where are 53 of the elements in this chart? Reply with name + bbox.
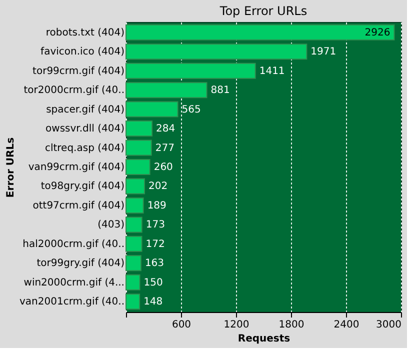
data-label: 260 (154, 162, 173, 173)
bar (126, 274, 140, 290)
bar (126, 101, 178, 118)
data-label: 1411 (259, 66, 285, 77)
bar (126, 159, 150, 175)
y-tick-label: spacer.gif (404) (46, 104, 125, 116)
y-tick-label: cltreq.asp (404) (44, 142, 125, 154)
bar (126, 197, 144, 214)
y-tick-label: tor99gry.gif (404) (36, 258, 125, 270)
data-label: 202 (148, 181, 168, 192)
bar (126, 62, 256, 79)
data-label: 881 (210, 85, 230, 96)
y-tick-label: tor2000crm.gif (40.. (24, 85, 124, 96)
data-label: 565 (182, 104, 201, 116)
y-tick-label: robots.txt (404) (46, 27, 125, 38)
data-label: 277 (155, 142, 174, 154)
y-tick-label: tor99crm.gif (404) (32, 66, 125, 77)
y-axis-title: Error URLs (6, 137, 17, 198)
data-label: 148 (144, 296, 163, 308)
y-tick-label: van2001crm.gif (40.. (20, 296, 124, 308)
data-label: 2926 (364, 27, 390, 38)
data-label: 163 (144, 258, 164, 270)
y-tick-label: favicon.ico (404) (40, 46, 125, 58)
y-tick-label: to98gry.gif (404) (40, 181, 125, 192)
bar (126, 44, 308, 60)
data-label: 150 (144, 277, 163, 288)
x-tick-label: 600 (172, 320, 192, 330)
y-tick-label: ott97crm.gif (404) (32, 200, 125, 212)
bar (126, 24, 395, 40)
x-tick-label: 3000 (376, 320, 402, 330)
y-tick-label: hal2000crm.gif (40.. (22, 238, 124, 250)
bar (126, 140, 152, 156)
data-label: 172 (146, 238, 165, 250)
y-tick-label: win2000crm.gif (4... (24, 277, 124, 288)
data-label: 189 (147, 200, 166, 212)
x-tick-label: 1200 (224, 320, 250, 330)
bar (126, 82, 208, 98)
x-tick-label: 2400 (334, 320, 360, 330)
bar (126, 216, 142, 233)
x-tick-label: 1800 (278, 320, 304, 330)
data-label: 173 (146, 220, 165, 231)
bar (126, 120, 153, 137)
bar (126, 294, 140, 310)
data-label: 284 (156, 124, 176, 135)
x-axis-title: Requests (238, 334, 290, 344)
y-tick-label: van99crm.gif (404) (28, 162, 125, 173)
y-tick-label: owssvr.dll (404) (46, 124, 125, 135)
y-tick-label: (403) (98, 220, 125, 231)
data-label: 1971 (310, 46, 336, 58)
bar (126, 236, 142, 252)
bar (126, 255, 142, 272)
chart-title: Top Error URLs (218, 4, 308, 18)
bar (126, 178, 146, 194)
